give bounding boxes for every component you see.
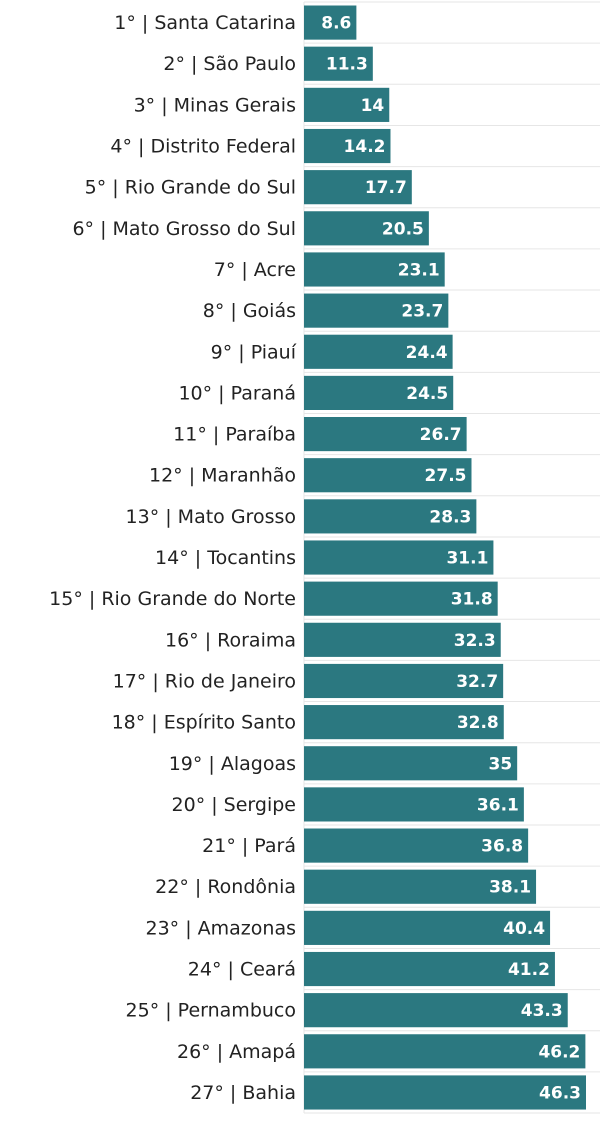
bar (304, 993, 568, 1028)
value-label: 23.1 (398, 260, 440, 280)
value-label: 38.1 (489, 878, 531, 898)
value-label: 23.7 (401, 302, 443, 322)
value-label: 14.2 (344, 137, 386, 157)
value-label: 17.7 (365, 178, 407, 198)
category-label: 19° | Alagoas (169, 753, 296, 775)
category-label: 10° | Paraná (178, 382, 296, 404)
category-label: 25° | Pernambuco (126, 1000, 296, 1022)
category-label: 22° | Rondônia (155, 876, 296, 898)
category-label: 18° | Espírito Santo (112, 712, 296, 734)
value-label: 20.5 (382, 219, 424, 239)
bar (304, 252, 445, 287)
bar (304, 581, 498, 616)
bar (304, 869, 537, 904)
bar (304, 211, 429, 246)
value-label: 36.1 (477, 795, 519, 815)
value-label: 27.5 (425, 466, 467, 486)
bar (304, 705, 504, 740)
category-label: 21° | Pará (202, 835, 296, 857)
category-label: 3° | Minas Gerais (134, 94, 296, 116)
category-label: 11° | Paraíba (173, 424, 296, 446)
value-label: 24.5 (406, 384, 448, 404)
category-label: 13° | Mato Grosso (126, 506, 296, 528)
value-label: 28.3 (429, 507, 471, 527)
category-label: 23° | Amazonas (146, 917, 297, 939)
bar (304, 663, 504, 699)
bar (304, 540, 494, 575)
category-label: 17° | Rio de Janeiro (113, 670, 296, 692)
value-label: 32.7 (456, 672, 498, 692)
value-label: 8.6 (321, 14, 351, 34)
category-label: 16° | Roraima (165, 629, 296, 651)
value-label: 31.8 (451, 590, 493, 610)
category-label: 5° | Rio Grande do Sul (85, 177, 296, 199)
category-label: 27° | Bahia (190, 1082, 296, 1104)
value-label: 11.3 (326, 55, 368, 75)
value-label: 43.3 (521, 1001, 563, 1021)
category-label: 20° | Sergipe (172, 794, 296, 816)
bar (304, 1075, 586, 1110)
category-label: 15° | Rio Grande do Norte (49, 588, 296, 610)
category-label: 2° | São Paulo (163, 53, 296, 75)
bar (304, 828, 529, 863)
value-label: 24.4 (406, 343, 448, 363)
bar (304, 128, 391, 164)
bar (304, 170, 412, 205)
bar (304, 375, 454, 410)
category-label: 1° | Santa Catarina (114, 12, 296, 34)
bar (304, 46, 373, 81)
value-label: 36.8 (481, 837, 523, 857)
value-label: 26.7 (420, 425, 462, 445)
bar (304, 499, 477, 534)
category-label: 14° | Tocantins (155, 547, 296, 569)
bar (304, 1034, 586, 1069)
bar (304, 334, 453, 369)
bar (304, 417, 467, 452)
value-label: 46.2 (538, 1042, 580, 1062)
value-label: 46.3 (539, 1083, 581, 1103)
category-label: 12° | Maranhão (149, 465, 296, 487)
bar (304, 293, 449, 328)
value-label: 32.3 (454, 631, 496, 651)
bar (304, 5, 357, 40)
bar (304, 87, 390, 122)
bar (304, 787, 524, 822)
value-label: 14 (361, 96, 385, 116)
category-label: 6° | Mato Grosso do Sul (72, 218, 296, 240)
bar (304, 910, 551, 945)
bar (304, 622, 501, 657)
value-label: 32.8 (457, 713, 499, 733)
bar (304, 951, 555, 987)
category-label: 24° | Ceará (188, 959, 296, 981)
bar (304, 746, 518, 781)
bar (304, 458, 472, 493)
value-label: 35 (489, 754, 513, 774)
value-label: 31.1 (446, 549, 488, 569)
value-label: 41.2 (508, 960, 550, 980)
category-label: 7° | Acre (214, 259, 296, 281)
category-label: 26° | Amapá (177, 1041, 296, 1063)
category-label: 9° | Piauí (211, 341, 297, 363)
value-label: 40.4 (503, 919, 545, 939)
category-label: 4° | Distrito Federal (110, 136, 296, 158)
category-label: 8° | Goiás (203, 300, 296, 322)
